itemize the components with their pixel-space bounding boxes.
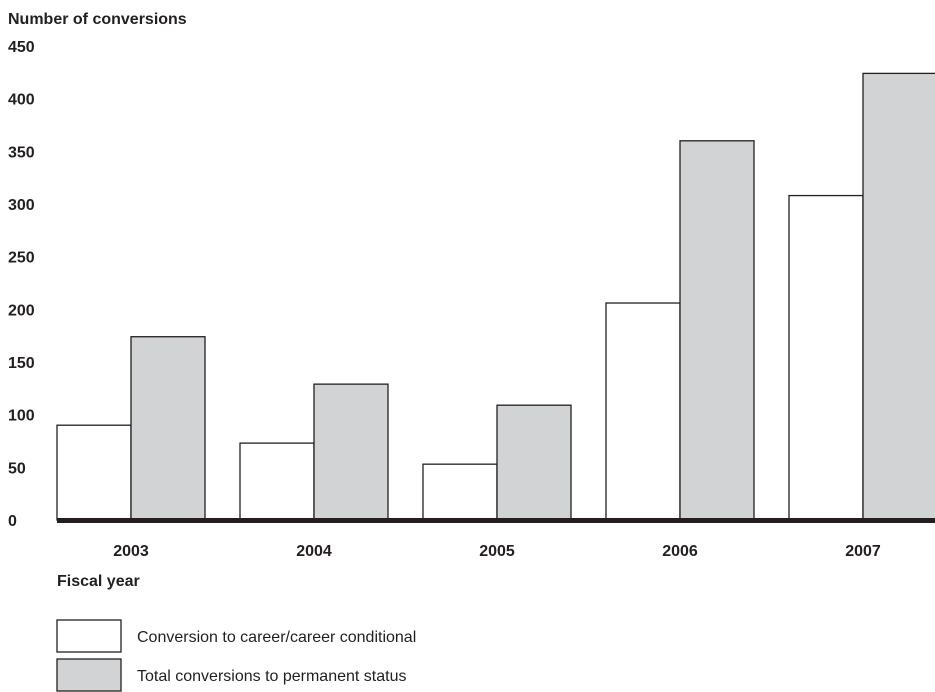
bar-2005-series-0 (422, 463, 498, 521)
bars (56, 72, 935, 521)
x-tick-label: 2006 (662, 543, 698, 560)
x-tick-label: 2004 (296, 543, 332, 560)
legend-swatch-career (56, 619, 122, 653)
y-tick-label: 200 (8, 302, 35, 319)
bar-2007-series-1 (862, 72, 935, 521)
y-tick-label: 350 (8, 144, 35, 161)
x-tick-label: 2007 (845, 543, 881, 560)
y-tick-label: 50 (8, 460, 26, 477)
bar-2004-series-1 (313, 383, 389, 521)
y-axis-ticks: 0 50 100 150 200 250 300 350 400 450 (8, 39, 35, 530)
bar-2003-series-0 (56, 424, 132, 521)
x-tick-label: 2005 (479, 543, 515, 560)
y-axis-title: Number of conversions (8, 11, 187, 28)
y-tick-label: 450 (8, 39, 35, 56)
bar-2005-series-1 (496, 404, 572, 521)
x-axis-ticks: 2003 2004 2005 2006 2007 (113, 543, 881, 560)
y-tick-label: 300 (8, 197, 35, 214)
legend: Conversion to career/career conditional … (56, 619, 416, 692)
bar-2004-series-0 (239, 442, 315, 521)
y-tick-label: 250 (8, 250, 35, 267)
x-tick-label: 2003 (113, 543, 149, 560)
x-axis-baseline (57, 518, 935, 523)
legend-swatch-permanent (56, 658, 122, 692)
bar-2003-series-1 (130, 336, 206, 521)
bar-2006-series-0 (605, 302, 681, 521)
bar-2007-series-0 (788, 194, 864, 521)
x-axis-title: Fiscal year (57, 573, 140, 590)
legend-label-permanent: Total conversions to permanent status (137, 668, 406, 685)
y-tick-label: 150 (8, 355, 35, 372)
y-tick-label: 100 (8, 408, 35, 425)
legend-label-career: Conversion to career/career conditional (137, 629, 416, 646)
y-tick-label: 400 (8, 92, 35, 109)
bar-2006-series-1 (679, 140, 755, 521)
y-tick-label: 0 (8, 513, 17, 530)
